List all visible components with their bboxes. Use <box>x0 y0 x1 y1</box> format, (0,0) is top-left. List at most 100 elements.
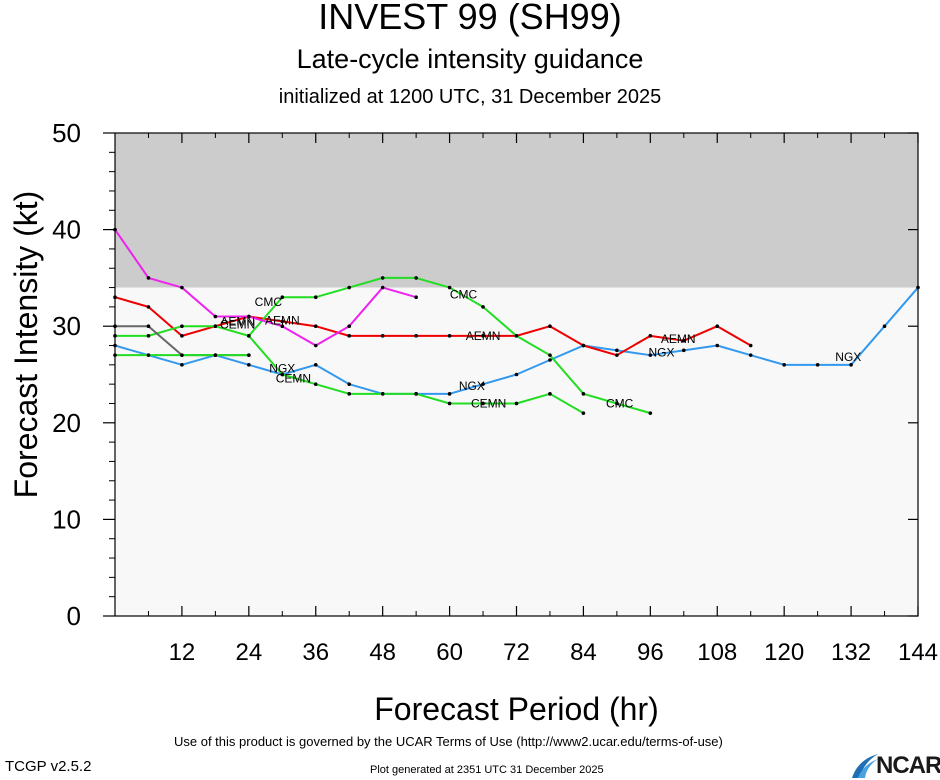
series-point <box>481 382 485 386</box>
series-point <box>146 305 151 309</box>
x-tick-label: 96 <box>637 639 664 666</box>
x-tick-label: 144 <box>898 639 938 666</box>
series-point <box>180 353 184 357</box>
series-point <box>213 353 218 357</box>
series-point <box>447 401 452 406</box>
series-point <box>414 334 418 338</box>
series-point <box>748 343 753 348</box>
series-label: NGX <box>459 379 485 393</box>
series-label: CMC <box>255 295 283 309</box>
series-label: NGX <box>835 350 861 364</box>
series-point <box>615 348 619 353</box>
series-point <box>748 353 753 357</box>
series-point <box>615 353 619 357</box>
series-point <box>180 363 184 367</box>
chart-title: INVEST 99 (SH99) <box>318 0 622 37</box>
series-point <box>313 343 318 348</box>
series-point <box>313 363 318 367</box>
series-point <box>715 324 720 329</box>
ncar-logo: NCAR <box>850 752 940 780</box>
y-tick-label: 0 <box>67 601 81 631</box>
ncar-swoosh-icon <box>852 754 878 778</box>
series-lines <box>113 227 920 415</box>
x-tick-label: 84 <box>570 639 597 666</box>
series-label: AEMN <box>220 314 255 328</box>
series-point <box>146 276 151 280</box>
series-point <box>882 324 887 329</box>
series-point <box>514 401 519 406</box>
series-point <box>715 343 720 348</box>
series-point <box>648 334 653 338</box>
band-label-ts: TS <box>148 48 170 67</box>
y-axis-label: Forecast Intensity (kt) <box>8 191 44 499</box>
series-point <box>414 295 418 300</box>
series-point <box>380 276 385 280</box>
series-point <box>815 363 820 367</box>
series-point <box>615 401 619 406</box>
series-label: CEMN <box>220 317 255 331</box>
series-point <box>280 324 285 329</box>
series-point <box>280 372 285 377</box>
series-point <box>648 411 653 415</box>
series-point <box>548 353 552 357</box>
version-label: TCGP v2.5.2 <box>5 758 92 775</box>
series-point <box>681 348 686 353</box>
series-point <box>146 353 151 357</box>
series-point <box>347 285 352 290</box>
series-point <box>782 363 786 367</box>
x-tick-label: 108 <box>697 639 737 666</box>
series-point <box>180 285 184 290</box>
x-tick-label: 12 <box>169 639 196 666</box>
series-point <box>347 382 352 386</box>
y-tick-label: 20 <box>52 408 81 438</box>
series-point <box>313 295 318 300</box>
series-point <box>247 314 251 319</box>
series-point <box>380 392 385 396</box>
x-tick-label: 72 <box>503 639 530 666</box>
series-point <box>180 324 184 329</box>
x-tick-label: 60 <box>436 639 463 666</box>
series-point <box>380 334 385 338</box>
series-point <box>481 401 485 406</box>
series-label: CMC <box>606 396 634 410</box>
series-point <box>447 392 452 396</box>
band-1 <box>115 287 918 616</box>
chart-subtitle: Late-cycle intensity guidance <box>296 44 644 74</box>
series-point <box>347 334 352 338</box>
series-label: CEMN <box>471 396 506 410</box>
x-tick-label: 36 <box>302 639 329 666</box>
series-point <box>414 276 418 280</box>
series-point <box>447 285 452 290</box>
series-label: CEMN <box>276 371 311 385</box>
y-tick-label: 40 <box>52 215 81 245</box>
x-tick-label: 132 <box>831 639 871 666</box>
series-point <box>681 338 686 343</box>
y-tick-label: 50 <box>52 118 81 148</box>
series-label: AEMN <box>265 313 300 327</box>
terms-of-use: Use of this product is governed by the U… <box>174 734 723 749</box>
series-point <box>146 334 151 338</box>
series-point <box>180 334 184 338</box>
x-tick-label: 120 <box>764 639 804 666</box>
series-line-1 <box>114 296 752 357</box>
series-point <box>347 392 352 396</box>
series-point <box>447 334 452 338</box>
series-label: NGX <box>269 362 295 376</box>
x-tick-label: 24 <box>235 639 262 666</box>
series-point <box>481 334 485 338</box>
series-line-4 <box>114 229 417 347</box>
series-point <box>146 324 151 329</box>
series-point <box>213 324 218 329</box>
y-tick-label: 10 <box>52 504 81 534</box>
series-point <box>581 343 586 348</box>
series-point <box>648 353 653 357</box>
series-label: AEMN <box>466 329 501 343</box>
logo-text: NCAR <box>876 752 940 779</box>
series-point <box>481 305 485 309</box>
series-point <box>414 392 418 396</box>
band-0 <box>115 133 918 288</box>
series-label: NGX <box>648 345 674 359</box>
intensity-bands <box>115 133 918 616</box>
